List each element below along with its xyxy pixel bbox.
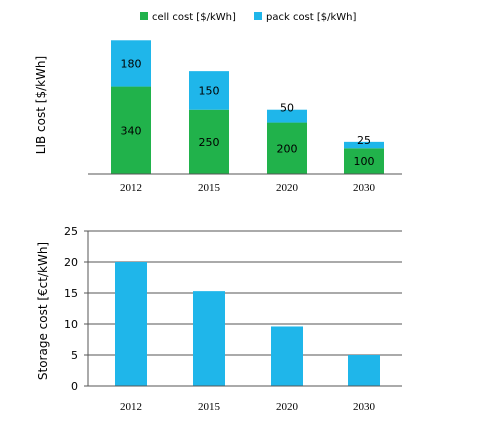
top-x-tick-2020: 2020	[276, 182, 299, 194]
pack-bar-2012	[111, 40, 151, 87]
cell-bar-2030	[344, 148, 384, 174]
bottom-x-tick-2020: 2020	[276, 401, 299, 413]
top-x-tick-2012: 2012	[120, 182, 142, 194]
bottom-chart-y-title: Storage cost [€ct/kWh]	[36, 242, 50, 380]
pack-bar-2030	[344, 141, 384, 149]
cell-bar-2015	[189, 109, 229, 174]
cell-value-label-2030: 100	[354, 155, 375, 168]
bottom-chart-bars	[115, 262, 380, 386]
legend-label-cell: cell cost [$/kWh]	[152, 12, 236, 23]
legend-label-pack: pack cost [$/kWh]	[266, 12, 357, 23]
y-tick-label-10: 10	[64, 318, 78, 331]
bottom-x-tick-2015: 2015	[198, 401, 221, 413]
storage-bar-2012	[115, 262, 147, 386]
pack-bar-2015	[189, 71, 229, 110]
cell-value-label-2020: 200	[277, 142, 298, 155]
storage-bar-2020	[271, 326, 303, 386]
bottom-x-tick-2030: 2030	[353, 401, 376, 413]
storage-bar-2015	[193, 291, 225, 386]
bottom-x-tick-2012: 2012	[120, 401, 142, 413]
top-x-tick-2015: 2015	[198, 182, 221, 194]
y-tick-label-5: 5	[71, 349, 78, 362]
top-chart-y-title: LIB cost [$/kWh]	[34, 56, 48, 154]
pack-value-label-2012: 180	[121, 57, 142, 70]
pack-value-label-2015: 150	[199, 84, 220, 97]
y-tick-label-20: 20	[64, 256, 78, 269]
y-tick-label-0: 0	[71, 380, 78, 393]
pack-value-label-2020: 50	[280, 102, 294, 115]
cell-value-label-2012: 340	[121, 124, 142, 137]
y-tick-label-25: 25	[64, 225, 78, 238]
pack-bar-2020	[267, 109, 307, 123]
storage-bar-2030	[348, 355, 380, 386]
legend-swatch-cell	[140, 12, 148, 20]
bottom-chart-y-ticks: 0 5 10 15 20 25	[64, 225, 88, 393]
top-x-tick-2030: 2030	[353, 182, 376, 194]
cell-value-label-2015: 250	[199, 136, 220, 149]
top-chart-legend: cell cost [$/kWh] pack cost [$/kWh]	[140, 12, 357, 23]
legend-swatch-pack	[254, 12, 262, 20]
top-chart-x-ticks: 2012 2015 2020 2030	[120, 182, 376, 194]
bottom-chart-x-ticks: 2012 2015 2020 2030	[120, 401, 376, 413]
cell-bar-2012	[111, 86, 151, 174]
top-chart-bars: 340 180 250 150 200 50 100 25	[111, 40, 384, 174]
pack-value-label-2030: 25	[357, 134, 371, 147]
cell-bar-2020	[267, 122, 307, 174]
y-tick-label-15: 15	[64, 287, 78, 300]
